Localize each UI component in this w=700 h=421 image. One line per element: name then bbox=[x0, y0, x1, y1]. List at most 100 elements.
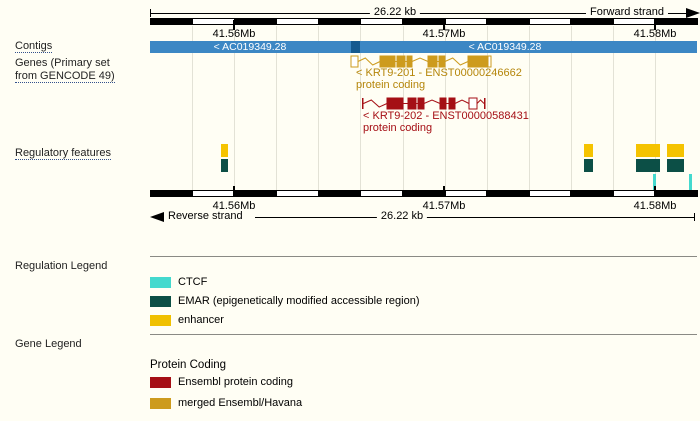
exon[interactable] bbox=[467, 55, 489, 68]
sidebar-item-contigs[interactable]: Contigs bbox=[15, 40, 53, 53]
scale-bar-segment bbox=[486, 190, 530, 197]
forward-strand-label: Forward strand bbox=[586, 6, 668, 19]
exon-noncoding[interactable] bbox=[350, 55, 359, 68]
bottom-scale-label: 26.22 kb bbox=[376, 210, 428, 223]
gridline bbox=[528, 26, 530, 190]
regulatory-enhancer-box[interactable] bbox=[584, 144, 593, 157]
transcript-end-tick[interactable] bbox=[484, 98, 486, 109]
sidebar-item-genes[interactable]: Genes (Primary set from GENCODE 49) bbox=[15, 57, 115, 83]
gridline bbox=[234, 26, 236, 190]
legend-item-label: EMAR (epigenetically modified accessible… bbox=[178, 295, 420, 307]
legend-color-swatch bbox=[150, 397, 171, 409]
scale-bar-mb-tick bbox=[654, 20, 656, 30]
gene-biotype-label: protein coding bbox=[363, 122, 433, 134]
exon[interactable] bbox=[386, 97, 404, 110]
legend-item-label: CTCF bbox=[178, 276, 208, 288]
ruler-tick-label: 41.58Mb bbox=[633, 200, 677, 212]
scale-bar-segment bbox=[150, 190, 193, 197]
contigs-track-label[interactable]: Contigs bbox=[15, 40, 53, 53]
ruler-tick-label: 41.57Mb bbox=[422, 28, 466, 40]
legend-color-swatch bbox=[150, 276, 171, 288]
exon-noncoding[interactable] bbox=[487, 55, 492, 68]
gridline bbox=[276, 26, 278, 190]
regulation-legend-rule bbox=[150, 256, 697, 257]
scale-bar-segment bbox=[402, 190, 446, 197]
gene-biotype-label: protein coding bbox=[356, 79, 426, 91]
legend-color-swatch bbox=[150, 295, 171, 307]
exon[interactable] bbox=[427, 55, 438, 68]
ruler-tick-label: 41.56Mb bbox=[212, 28, 256, 40]
legend-item-label: enhancer bbox=[178, 314, 224, 326]
contig-gap-segment[interactable] bbox=[351, 41, 360, 53]
contig-bar[interactable] bbox=[150, 41, 697, 53]
exon[interactable] bbox=[407, 97, 417, 110]
scale-bar-segment bbox=[360, 190, 404, 197]
scale-bar-segment bbox=[654, 190, 698, 197]
regulatory-emar-box[interactable] bbox=[584, 159, 593, 172]
transcript-end-tick[interactable] bbox=[362, 98, 364, 109]
regulatory-enhancer-box[interactable] bbox=[636, 144, 660, 157]
ruler-tick-label: 41.58Mb bbox=[633, 28, 677, 40]
scale-bar-mb-tick bbox=[654, 186, 656, 196]
legend-item: CTCF bbox=[150, 276, 207, 288]
sidebar-item-regulatory[interactable]: Regulatory features bbox=[15, 147, 111, 160]
regulatory-emar-box[interactable] bbox=[636, 159, 660, 172]
genes-track-label-line1[interactable]: Genes (Primary set bbox=[15, 57, 110, 69]
transcript-KRT9-201[interactable] bbox=[350, 55, 492, 68]
legend-item: Ensembl protein coding bbox=[150, 376, 293, 388]
regulatory-track-label[interactable]: Regulatory features bbox=[15, 147, 111, 160]
genes-track-label-line2[interactable]: from GENCODE 49) bbox=[15, 70, 115, 83]
gridline bbox=[654, 26, 656, 190]
regulatory-enhancer-box[interactable] bbox=[221, 144, 228, 157]
legend-item-label: Ensembl protein coding bbox=[178, 376, 293, 388]
gene-legend-group-title: Protein Coding bbox=[150, 359, 227, 371]
ruler-tick-label: 41.57Mb bbox=[422, 200, 466, 212]
top-scale-label: 26.22 kb bbox=[369, 6, 421, 19]
scale-bar-segment bbox=[570, 190, 614, 197]
regulatory-ctcf-tick[interactable] bbox=[653, 174, 656, 190]
transcript-KRT9-202[interactable] bbox=[362, 97, 486, 110]
ruler-tick-label: 41.56Mb bbox=[212, 200, 256, 212]
regulation-legend-title: Regulation Legend bbox=[15, 260, 108, 272]
gridline bbox=[612, 26, 614, 190]
exon[interactable] bbox=[439, 97, 447, 110]
legend-color-swatch bbox=[150, 314, 171, 326]
exon[interactable] bbox=[379, 55, 396, 68]
gridline bbox=[570, 26, 572, 190]
legend-item: merged Ensembl/Havana bbox=[150, 397, 302, 409]
scale-bar-segment bbox=[402, 18, 446, 25]
scale-bar-segment bbox=[192, 190, 235, 197]
exon[interactable] bbox=[406, 55, 413, 68]
scale-bar-segment bbox=[276, 190, 319, 197]
scale-bar-segment bbox=[150, 18, 193, 25]
regulatory-ctcf-tick[interactable] bbox=[689, 174, 692, 190]
scale-bar-segment bbox=[528, 190, 572, 197]
exon[interactable] bbox=[417, 97, 425, 110]
exon[interactable] bbox=[396, 55, 406, 68]
bottom-ruler-line bbox=[255, 217, 695, 218]
gridline bbox=[486, 26, 488, 190]
gene-name-label[interactable]: < KRT9-202 - ENST00000588431 bbox=[363, 110, 529, 122]
exon[interactable] bbox=[448, 97, 456, 110]
scale-bar-mb-tick bbox=[233, 186, 235, 196]
exon-noncoding[interactable] bbox=[468, 97, 478, 110]
reverse-strand-label: Reverse strand bbox=[168, 210, 243, 222]
scale-bar-segment bbox=[570, 18, 614, 25]
gene-legend-title: Gene Legend bbox=[15, 338, 82, 350]
gene-structures bbox=[350, 55, 492, 110]
gene-legend-rule bbox=[150, 334, 697, 335]
scale-bar-segment bbox=[444, 190, 488, 197]
scale-bar-segment bbox=[612, 190, 656, 197]
contig-name-label: < AC019349.28 bbox=[213, 41, 287, 53]
regulatory-enhancer-box[interactable] bbox=[667, 144, 684, 157]
exon[interactable] bbox=[438, 55, 446, 68]
legend-color-swatch bbox=[150, 376, 171, 388]
gene-name-label[interactable]: < KRT9-201 - ENST00000246662 bbox=[356, 67, 522, 79]
scale-bar-segment bbox=[654, 18, 698, 25]
gridline bbox=[192, 26, 194, 190]
scale-bar-mb-tick bbox=[443, 186, 445, 196]
regulatory-emar-box[interactable] bbox=[221, 159, 228, 172]
legend-item: EMAR (epigenetically modified accessible… bbox=[150, 295, 420, 307]
regulatory-emar-box[interactable] bbox=[667, 159, 684, 172]
